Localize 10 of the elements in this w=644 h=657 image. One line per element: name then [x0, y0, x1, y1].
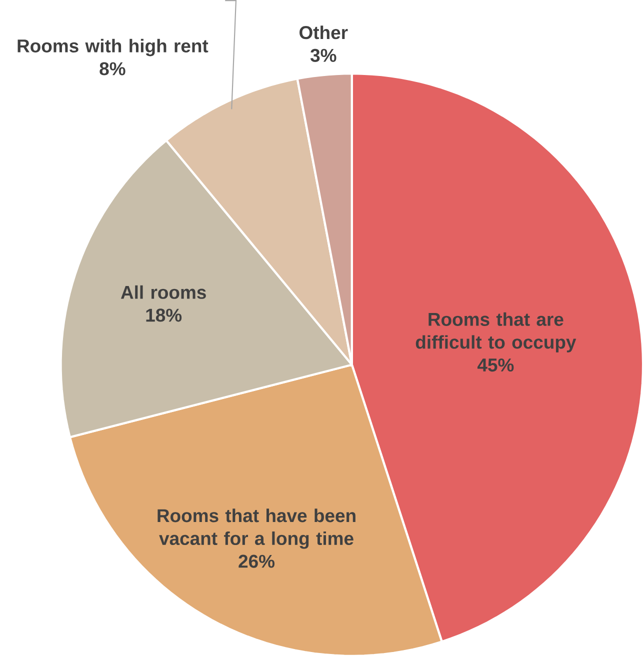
slice-label: Other	[299, 26, 348, 40]
data-label: 18%	[146, 308, 182, 322]
data-label: 45%	[477, 358, 514, 372]
slice-label: Rooms that are difficult to occupy	[416, 312, 576, 352]
slice-label: Rooms with high rent	[18, 38, 208, 56]
data-label: 8%	[100, 62, 126, 76]
data-label: 26%	[238, 554, 274, 568]
slice-label: Rooms that have been vacant for a long time	[158, 508, 356, 549]
data-label: 3%	[310, 48, 336, 62]
slice-label: All rooms	[120, 285, 206, 299]
